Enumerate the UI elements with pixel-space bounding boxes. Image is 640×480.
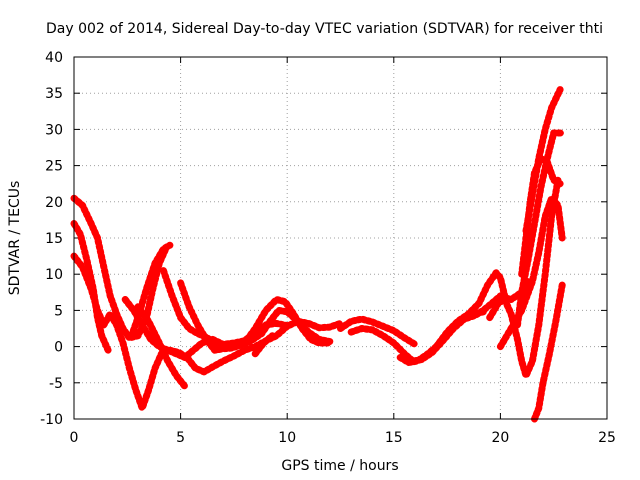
x-tick-label: 5 bbox=[176, 430, 185, 446]
sdtvar-series-markers bbox=[522, 86, 564, 235]
y-tick-label: 20 bbox=[45, 195, 63, 211]
sdtvar-series-markers bbox=[128, 241, 174, 340]
sdtvar-series-markers bbox=[514, 129, 566, 329]
sdtvar-series-markers bbox=[432, 269, 509, 351]
plot-frame bbox=[73, 56, 608, 420]
y-tick-label: -10 bbox=[40, 412, 63, 428]
y-tick-label: 15 bbox=[45, 231, 63, 247]
y-tick-label: 10 bbox=[45, 267, 63, 283]
sdtvar-series-markers bbox=[531, 281, 566, 423]
sdtvar-series-markers bbox=[70, 194, 170, 342]
x-tick-label: 25 bbox=[598, 430, 616, 446]
y-tick-label: -5 bbox=[49, 376, 63, 392]
y-tick-label: 25 bbox=[45, 159, 63, 175]
y-tick-label: 0 bbox=[54, 340, 63, 356]
y-tick-label: 40 bbox=[45, 50, 63, 66]
x-tick-label: 20 bbox=[491, 430, 509, 446]
sdtvar-series-markers bbox=[177, 279, 227, 354]
chart-title: Day 002 of 2014, Sidereal Day-to-day VTE… bbox=[46, 21, 603, 37]
y-tick-label: 35 bbox=[45, 86, 63, 102]
sdtvar-series-markers bbox=[241, 296, 332, 347]
sdtvar-series-markers bbox=[396, 277, 532, 366]
x-tick-label: 15 bbox=[385, 430, 403, 446]
data-series bbox=[70, 86, 566, 423]
y-tick-label: 30 bbox=[45, 122, 63, 138]
sdtvar-series-markers bbox=[337, 315, 419, 348]
y-tick-label: 5 bbox=[54, 303, 63, 319]
x-axis-label: GPS time / hours bbox=[281, 458, 398, 474]
sdtvar-series-markers bbox=[251, 332, 276, 358]
y-axis-label: SDTVAR / TECUs bbox=[7, 181, 23, 296]
sdtvar-series-markers bbox=[486, 176, 562, 380]
axis-ticks: 0 5 10 15 20 25 -10 -5 0 5 10 15 20 25 30 35 40 bbox=[40, 50, 616, 446]
x-tick-label: 10 bbox=[278, 430, 296, 446]
x-tick-label: 0 bbox=[70, 430, 79, 446]
